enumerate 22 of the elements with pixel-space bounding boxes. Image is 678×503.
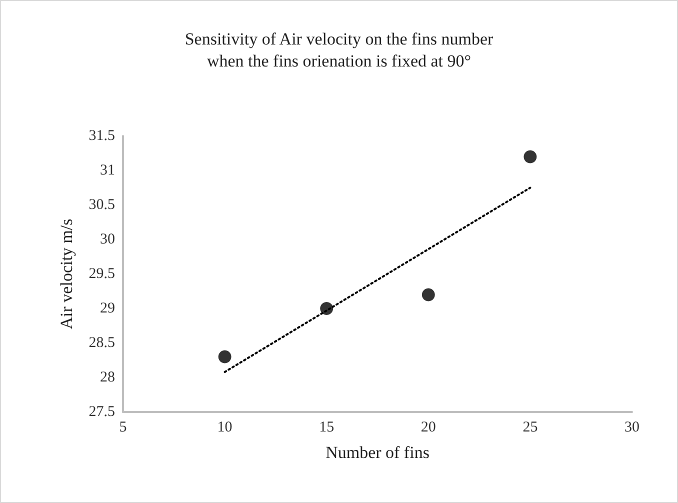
y-tick-label: 30.5 <box>88 197 115 213</box>
point <box>524 150 537 164</box>
chart-title: Sensitivity of Air velocity on the fins number when the fins orienation is fixed at 90° <box>184 30 494 70</box>
x-axis-title: Number of fins <box>326 443 430 462</box>
x-tick-label: 10 <box>217 420 232 436</box>
x-tick-label: 5 <box>119 420 127 436</box>
point <box>422 288 435 302</box>
y-tick-label: 31.5 <box>88 128 115 144</box>
y-tick-label: 29.5 <box>88 266 115 282</box>
y-tick-label: 31 <box>100 162 115 178</box>
y-tick-label: 28 <box>100 370 115 386</box>
x-tick-label: 30 <box>624 420 640 436</box>
y-tick-label: 27.5 <box>88 404 115 420</box>
x-tick-label: 25 <box>522 420 538 436</box>
point <box>320 302 334 315</box>
y-tick-label: 29 <box>100 300 115 316</box>
x-tick-label: 15 <box>319 420 334 436</box>
x-tick-label: 20 <box>420 420 436 436</box>
y-tick-label: 30 <box>100 232 115 248</box>
point <box>218 350 232 364</box>
y-tick-label: 28.5 <box>88 335 115 351</box>
y-axis-title: Air velocity m/s <box>57 218 76 330</box>
